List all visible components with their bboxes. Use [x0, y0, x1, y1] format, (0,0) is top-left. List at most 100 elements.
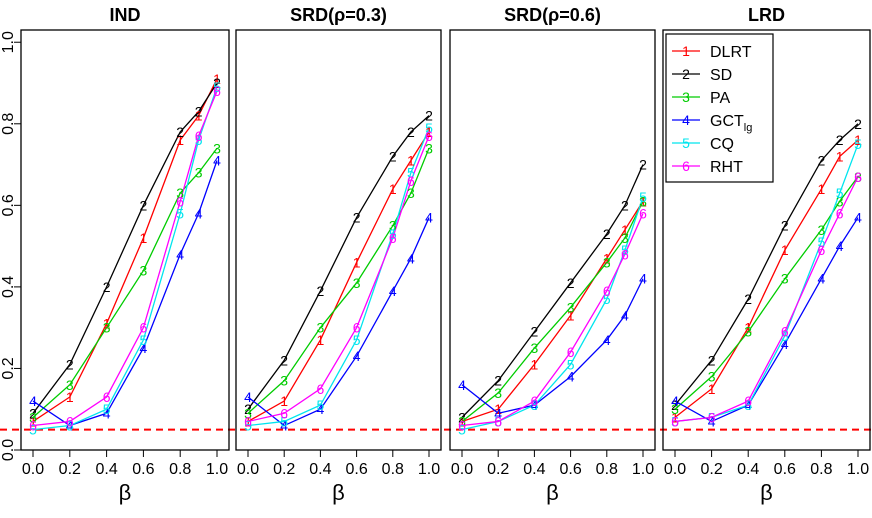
- data-point-3: 3: [176, 185, 184, 201]
- data-point-2: 2: [818, 152, 826, 168]
- data-point-1: 1: [567, 307, 575, 323]
- data-point-1: 1: [244, 413, 252, 429]
- data-point-3: 3: [280, 373, 288, 389]
- panel-frame: [662, 29, 871, 451]
- data-point-4: 4: [671, 393, 679, 409]
- data-point-5: 5: [317, 397, 325, 413]
- data-point-2: 2: [531, 324, 539, 340]
- legend-label: SD: [710, 67, 732, 84]
- data-point-1: 1: [836, 148, 844, 164]
- data-point-1: 1: [639, 193, 647, 209]
- x-tick-label: 0.8: [596, 461, 618, 478]
- data-point-6: 6: [854, 169, 862, 185]
- series-line-5: [674, 143, 859, 423]
- data-point-1: 1: [140, 230, 148, 246]
- x-tick-label: 0.4: [309, 461, 331, 478]
- data-point-3: 3: [353, 275, 361, 291]
- data-point-2: 2: [244, 401, 252, 417]
- data-point-2: 2: [781, 218, 789, 234]
- data-point-3: 3: [29, 409, 37, 425]
- x-tick-label: 0.6: [774, 461, 796, 478]
- data-point-6: 6: [781, 324, 789, 340]
- series-line-5: [461, 196, 644, 431]
- data-point-3: 3: [567, 299, 575, 315]
- data-point-2: 2: [639, 157, 647, 173]
- data-point-6: 6: [353, 320, 361, 336]
- data-point-4: 4: [317, 401, 325, 417]
- legend-item: 6 RHT: [672, 158, 743, 176]
- data-point-3: 3: [744, 324, 752, 340]
- data-point-5: 5: [818, 234, 826, 250]
- x-tick-label: 1.0: [418, 461, 440, 478]
- data-point-5: 5: [567, 356, 575, 372]
- series-line-5: [32, 86, 218, 431]
- data-point-4: 4: [494, 405, 502, 421]
- series-line-6: [461, 213, 644, 427]
- data-point-3: 3: [781, 271, 789, 287]
- x-axis-label: β: [760, 480, 773, 505]
- data-point-3: 3: [836, 193, 844, 209]
- data-point-5: 5: [140, 332, 148, 348]
- data-point-6: 6: [103, 389, 111, 405]
- data-point-4: 4: [176, 246, 184, 262]
- data-point-5: 5: [531, 397, 539, 413]
- data-point-5: 5: [103, 401, 111, 417]
- data-point-6: 6: [818, 242, 826, 258]
- data-point-5: 5: [213, 79, 221, 95]
- data-point-3: 3: [531, 340, 539, 356]
- data-point-3: 3: [818, 222, 826, 238]
- series-line-2: [32, 82, 218, 414]
- data-point-3: 3: [854, 169, 862, 185]
- data-point-1: 1: [671, 409, 679, 425]
- series-line-1: [674, 139, 859, 418]
- x-tick-label: 0.0: [22, 461, 44, 478]
- data-point-1: 1: [621, 222, 629, 238]
- data-point-6: 6: [317, 381, 325, 397]
- x-axis-label: β: [546, 480, 559, 505]
- data-point-6: 6: [458, 418, 466, 434]
- data-point-4: 4: [280, 418, 288, 434]
- data-point-3: 3: [213, 140, 221, 156]
- x-tick-label: 0.0: [451, 461, 473, 478]
- x-tick-label: 0.8: [169, 461, 191, 478]
- series-line-5: [247, 127, 430, 427]
- data-point-3: 3: [671, 401, 679, 417]
- data-point-5: 5: [494, 413, 502, 429]
- series-line-3: [461, 200, 644, 422]
- data-point-4: 4: [458, 377, 466, 393]
- data-point-1: 1: [213, 71, 221, 87]
- data-point-6: 6: [407, 173, 415, 189]
- data-point-2: 2: [621, 197, 629, 213]
- data-point-3: 3: [140, 263, 148, 279]
- data-point-2: 2: [195, 104, 203, 120]
- data-point-6: 6: [195, 128, 203, 144]
- legend-item: 2 SD: [672, 66, 732, 84]
- y-tick-label: 0.6: [0, 194, 17, 216]
- data-point-4: 4: [744, 397, 752, 413]
- data-point-4: 4: [244, 389, 252, 405]
- panel-title: SRD(ρ=0.6): [504, 5, 601, 25]
- x-axis-label: β: [119, 480, 132, 505]
- data-point-2: 2: [836, 132, 844, 148]
- data-point-4: 4: [531, 397, 539, 413]
- data-point-3: 3: [425, 140, 433, 156]
- data-point-6: 6: [425, 128, 433, 144]
- data-point-2: 2: [213, 75, 221, 91]
- data-point-4: 4: [854, 210, 862, 226]
- data-point-2: 2: [389, 148, 397, 164]
- data-point-3: 3: [407, 185, 415, 201]
- data-point-6: 6: [280, 405, 288, 421]
- series-line-2: [247, 115, 430, 410]
- data-point-1: 1: [708, 381, 716, 397]
- data-point-1: 1: [353, 254, 361, 270]
- legend-label: CQ: [710, 136, 734, 153]
- data-point-3: 3: [708, 369, 716, 385]
- data-point-5: 5: [195, 132, 203, 148]
- data-point-6: 6: [744, 393, 752, 409]
- legend-label: DLRT: [710, 44, 752, 61]
- panel-frame: [449, 29, 656, 451]
- data-point-5: 5: [708, 409, 716, 425]
- series-line-2: [461, 164, 644, 418]
- data-point-4: 4: [407, 250, 415, 266]
